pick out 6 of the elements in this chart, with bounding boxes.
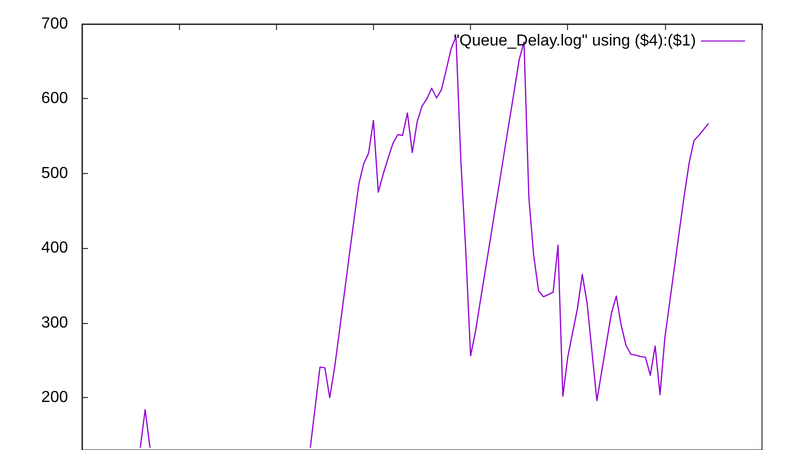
y-tick-label: 300 [41, 314, 68, 332]
y-tick-label: 500 [41, 164, 68, 182]
y-tick-label: 400 [41, 240, 68, 257]
y-tick-label: 200 [41, 389, 68, 406]
y-tick-label: 600 [41, 90, 68, 108]
y-tick-label: 700 [41, 16, 68, 32]
